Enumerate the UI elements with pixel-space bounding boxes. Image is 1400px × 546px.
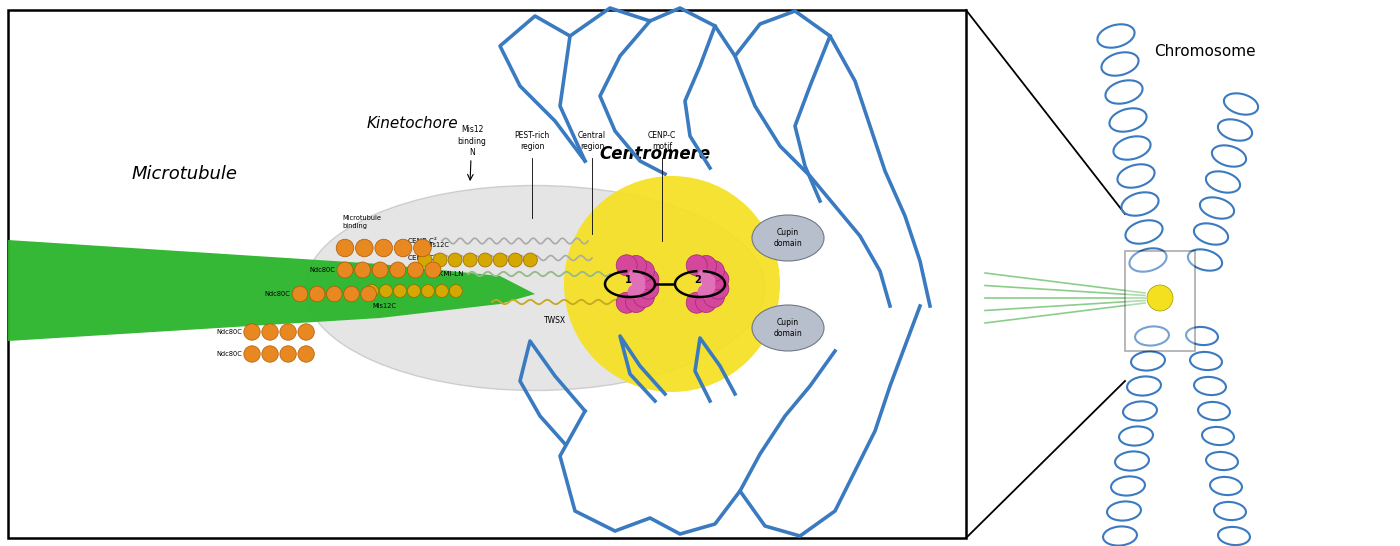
Circle shape [703,260,724,282]
Circle shape [1147,285,1173,311]
Circle shape [703,287,724,307]
Circle shape [407,284,420,298]
Text: PEST-rich
region: PEST-rich region [514,131,550,151]
Circle shape [616,292,637,313]
Circle shape [631,280,645,294]
Ellipse shape [752,215,825,261]
Text: Centromere: Centromere [599,145,711,163]
Circle shape [407,262,423,278]
Text: CENP-C¹: CENP-C¹ [409,255,438,261]
Circle shape [244,346,260,362]
Text: Ndc80C: Ndc80C [309,267,335,273]
Text: Ndc80C: Ndc80C [265,291,290,297]
Text: Mis12C: Mis12C [426,242,449,248]
Text: CENP-C
motif: CENP-C motif [648,131,676,151]
Circle shape [627,285,641,299]
Circle shape [448,253,462,267]
Ellipse shape [752,305,825,351]
Text: Chromosome: Chromosome [1154,44,1256,58]
Circle shape [354,262,371,278]
Bar [8,10,966,538]
Circle shape [686,292,707,313]
Circle shape [686,255,707,276]
Circle shape [365,284,378,298]
Circle shape [449,284,462,298]
Circle shape [701,280,715,294]
Text: Microtubule
binding: Microtubule binding [342,216,381,229]
Circle shape [309,286,325,302]
Circle shape [293,286,308,302]
Text: TWSX: TWSX [545,316,566,325]
Text: Ndc80C: Ndc80C [216,351,242,357]
Circle shape [638,269,659,290]
Circle shape [343,286,360,302]
Circle shape [389,262,406,278]
Circle shape [701,274,715,288]
Text: Kinetochore: Kinetochore [367,116,458,132]
Circle shape [372,262,388,278]
Circle shape [336,239,354,257]
Circle shape [708,278,729,299]
Circle shape [435,284,448,298]
Circle shape [413,239,431,257]
Text: Mis12C: Mis12C [372,303,396,309]
Circle shape [433,253,447,267]
Circle shape [493,253,507,267]
Text: 2: 2 [694,275,701,285]
Circle shape [633,260,654,282]
Circle shape [708,269,729,290]
Circle shape [262,346,279,362]
Text: Ndc80C: Ndc80C [216,329,242,335]
Circle shape [426,262,441,278]
Text: Cupin
domain: Cupin domain [774,318,802,338]
Circle shape [626,292,647,312]
Circle shape [337,262,353,278]
Circle shape [395,239,412,257]
Text: Mis12
binding
N: Mis12 binding N [458,126,486,157]
Circle shape [463,253,477,267]
Circle shape [564,176,780,392]
Text: 1: 1 [624,275,631,285]
Bar [1126,251,1196,351]
Ellipse shape [305,186,764,390]
Circle shape [326,286,342,302]
Circle shape [479,253,493,267]
Circle shape [298,346,315,362]
Circle shape [697,269,711,283]
Text: Cupin
domain: Cupin domain [774,228,802,248]
Circle shape [280,346,297,362]
Circle shape [244,324,260,340]
Circle shape [361,286,377,302]
Circle shape [697,285,711,299]
Circle shape [633,287,654,307]
Text: Central
region: Central region [578,131,606,151]
Circle shape [375,239,392,257]
Text: CENP-C²: CENP-C² [409,238,438,244]
Circle shape [356,239,374,257]
Circle shape [280,324,297,340]
Polygon shape [8,240,535,341]
Circle shape [262,324,279,340]
Circle shape [508,253,522,267]
Circle shape [627,269,641,283]
Circle shape [626,256,647,276]
Circle shape [631,274,645,288]
Circle shape [696,256,717,276]
Circle shape [393,284,406,298]
Circle shape [298,324,315,340]
Circle shape [379,284,392,298]
Circle shape [616,255,637,276]
Circle shape [638,278,659,299]
Circle shape [524,253,538,267]
Circle shape [421,284,434,298]
Text: HiKMi-LN: HiKMi-LN [431,271,463,277]
Circle shape [696,292,717,312]
Text: Microtubule: Microtubule [132,165,238,183]
Circle shape [419,253,433,267]
